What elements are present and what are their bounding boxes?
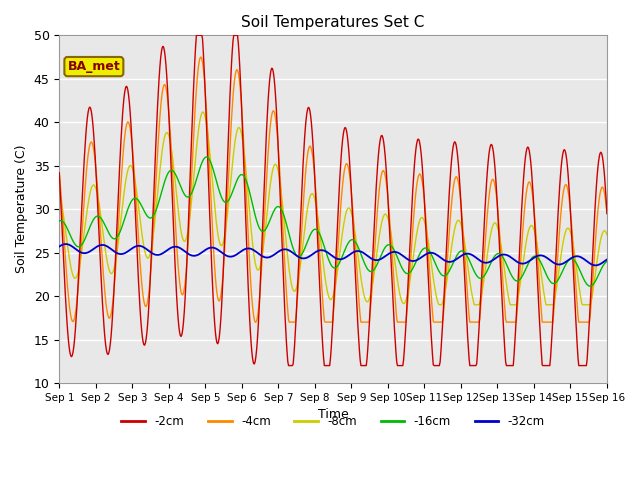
-32cm — [417, 255, 424, 261]
-4cm — [401, 319, 409, 325]
-8cm — [436, 302, 444, 308]
-32cm — [62, 241, 70, 247]
-2cm — [56, 170, 63, 176]
-16cm — [417, 250, 424, 256]
-32cm — [178, 246, 186, 252]
Text: BA_met: BA_met — [67, 60, 120, 73]
-8cm — [603, 232, 611, 238]
-8cm — [65, 254, 73, 260]
-32cm — [603, 257, 611, 263]
-16cm — [65, 230, 73, 236]
-32cm — [66, 242, 74, 248]
-4cm — [197, 54, 205, 60]
-2cm — [417, 150, 425, 156]
-4cm — [603, 211, 611, 216]
Line: -4cm: -4cm — [60, 57, 607, 322]
-8cm — [200, 109, 207, 115]
-4cm — [65, 301, 73, 307]
-4cm — [417, 173, 425, 179]
-8cm — [401, 300, 408, 306]
Title: Soil Temperatures Set C: Soil Temperatures Set C — [241, 15, 425, 30]
-2cm — [207, 242, 214, 248]
-4cm — [122, 127, 129, 133]
-2cm — [285, 363, 292, 369]
-16cm — [56, 218, 63, 224]
-4cm — [252, 319, 260, 325]
Line: -16cm: -16cm — [60, 157, 607, 286]
-16cm — [401, 269, 408, 275]
-32cm — [591, 263, 599, 268]
Line: -32cm: -32cm — [60, 244, 607, 265]
Y-axis label: Soil Temperature (C): Soil Temperature (C) — [15, 145, 28, 274]
-4cm — [177, 289, 185, 295]
-2cm — [65, 345, 73, 350]
-8cm — [177, 229, 185, 235]
-16cm — [122, 213, 129, 219]
-4cm — [207, 195, 214, 201]
-4cm — [56, 170, 63, 176]
Line: -8cm: -8cm — [60, 112, 607, 305]
-2cm — [603, 211, 611, 216]
-16cm — [207, 160, 214, 166]
Legend: -2cm, -4cm, -8cm, -16cm, -32cm: -2cm, -4cm, -8cm, -16cm, -32cm — [116, 410, 550, 432]
-2cm — [193, 33, 200, 38]
-8cm — [56, 191, 63, 196]
-16cm — [603, 259, 611, 264]
-8cm — [417, 216, 424, 222]
-32cm — [56, 244, 63, 250]
-8cm — [122, 179, 129, 185]
-32cm — [207, 245, 214, 251]
-2cm — [122, 85, 129, 91]
-16cm — [202, 154, 210, 160]
X-axis label: Time: Time — [317, 408, 349, 421]
-16cm — [177, 185, 185, 191]
-2cm — [401, 336, 409, 342]
-2cm — [177, 334, 185, 339]
-16cm — [586, 283, 594, 289]
Line: -2cm: -2cm — [60, 36, 607, 366]
-32cm — [401, 254, 408, 260]
-8cm — [207, 161, 214, 167]
-32cm — [122, 250, 130, 255]
